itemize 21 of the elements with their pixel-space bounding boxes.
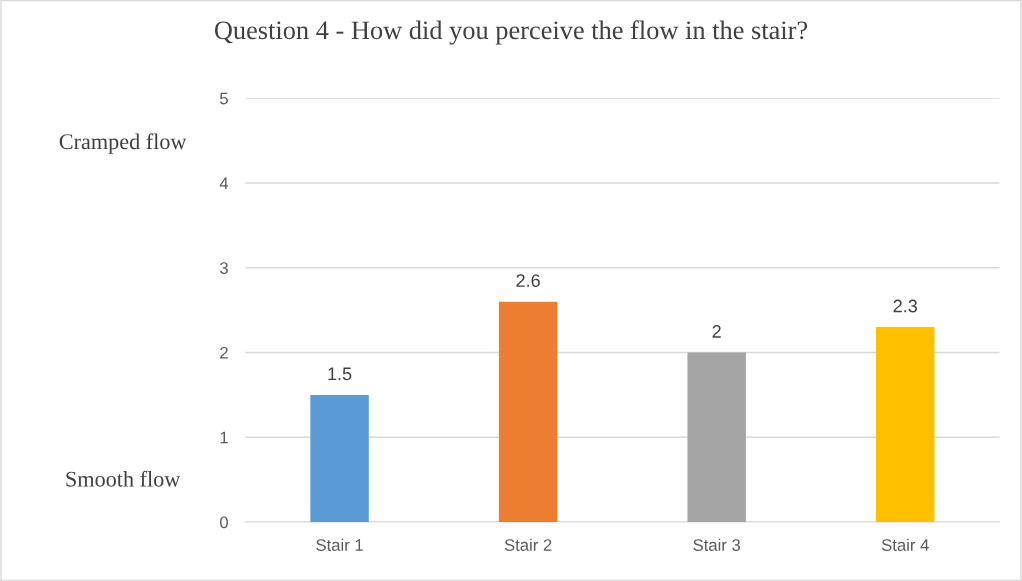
bar <box>876 327 935 523</box>
bar <box>310 394 369 523</box>
y-tick-label: 0 <box>220 516 228 529</box>
y-tick-label: 4 <box>219 177 229 189</box>
bar <box>498 301 558 523</box>
text: Smooth flow <box>66 470 181 487</box>
data-label: 2.6 <box>516 274 540 287</box>
text: Cramped flow <box>59 133 187 154</box>
data-label: 1.5 <box>328 367 352 381</box>
data-label: 2 <box>712 325 721 338</box>
y-tick-label: 5 <box>220 92 228 105</box>
x-tick-label: Stair 2 <box>504 538 552 551</box>
bar <box>687 352 746 523</box>
y-tick-label: 3 <box>219 262 228 274</box>
x-tick-label: Stair 3 <box>693 538 741 551</box>
y-tick-label: 1 <box>220 431 228 444</box>
chart-title: Question 4 - How did you perceive the flow in the stair? <box>214 20 808 45</box>
x-tick-label: Stair 1 <box>316 538 363 551</box>
x-tick-label: Stair 4 <box>881 538 929 551</box>
data-label: 2.3 <box>893 299 917 313</box>
y-tick-label: 2 <box>220 346 228 359</box>
